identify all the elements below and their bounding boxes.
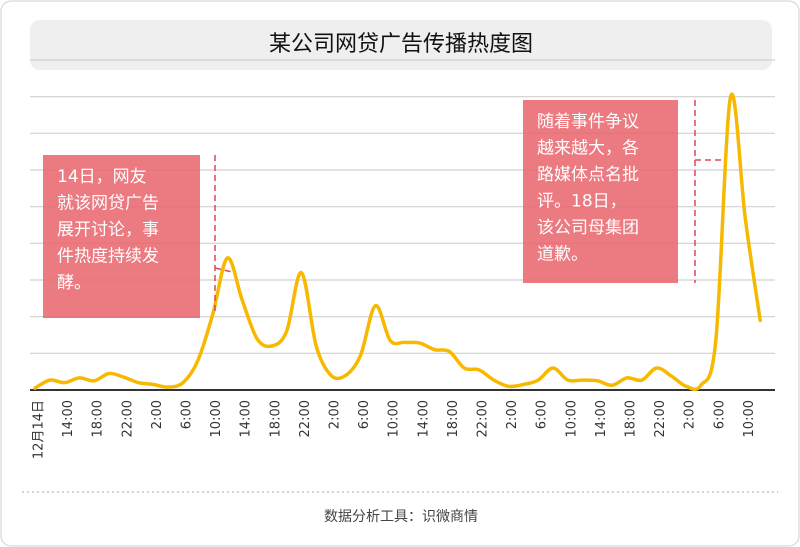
annotation-text: 随着事件争议 [537,112,639,132]
x-tick-label: 22:00 [120,400,135,437]
annotation-leader [214,267,233,273]
x-tick-label: 2:00 [505,400,520,429]
x-tick-label: 10:00 [564,400,579,437]
annotation-text: 该公司母集团 [537,218,639,238]
x-tick-label: 2:00 [683,400,698,429]
x-tick-label: 14:00 [594,400,609,437]
x-tick-label: 6:00 [535,400,550,429]
x-tick-label: 10:00 [742,400,757,437]
annotation-text: 展开讨论，事 [57,220,159,240]
annotation-box [523,100,678,283]
x-tick-label: 18:00 [624,400,639,437]
footer: 数据分析工具：识微商情 [324,509,478,525]
x-tick-label: 2:00 [150,400,165,429]
x-tick-label: 10:00 [387,400,402,437]
x-tick-label: 18:00 [446,400,461,437]
annotation-text: 越来越大，各 [537,139,639,159]
x-tick-label: 12月14日 [32,400,47,459]
x-tick-label: 6:00 [712,400,727,429]
x-tick-label: 6:00 [357,400,372,429]
line [33,92,762,392]
title-box [30,20,772,70]
x-tick-label: 22:00 [476,400,491,437]
x-tick-label: 18:00 [91,400,106,437]
x-tick-label: 14:00 [416,400,431,437]
annotation-text: 路媒体点名批 [537,165,639,185]
x-tick-label: 10:00 [209,400,224,437]
x-tick-label: 14:00 [239,400,254,437]
annotation-text: 评。18日， [537,192,627,212]
annotation-text: 件热度持续发 [57,247,159,267]
chart-title: 某公司网贷广告传播热度图 [269,32,533,57]
annotation-box [43,155,200,318]
x-tick-label: 6:00 [180,400,195,429]
annotation-text: 14日，网友 [57,167,147,187]
annotation-text: 就该网贷广告 [57,194,159,214]
x-tick-label: 2:00 [328,400,343,429]
x-tick-label: 22:00 [298,400,313,437]
x-tick-label: 14:00 [61,400,76,437]
annotation-text: 道歉。 [537,245,588,265]
x-tick-label: 18:00 [268,400,283,437]
annotation-text: 酵。 [57,273,91,293]
x-tick-label: 22:00 [653,400,668,437]
